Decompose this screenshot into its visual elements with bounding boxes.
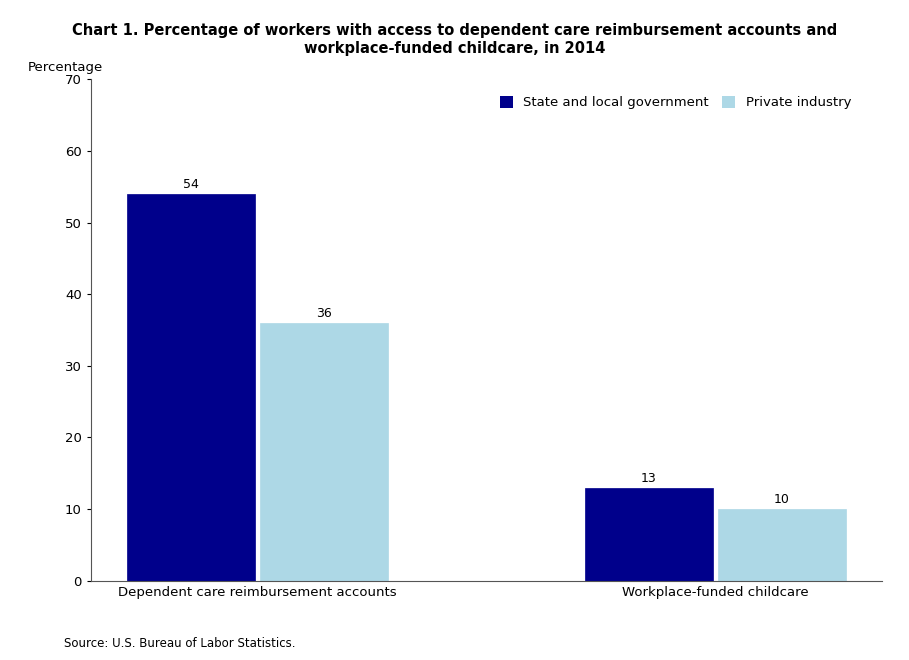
Text: 36: 36 — [316, 307, 332, 320]
Bar — [717, 509, 845, 581]
Legend: State and local government, Private industry: State and local government, Private indu… — [500, 96, 852, 110]
Text: 13: 13 — [641, 472, 656, 485]
Text: Chart 1. Percentage of workers with access to dependent care reimbursement accou: Chart 1. Percentage of workers with acce… — [72, 23, 837, 55]
Bar — [127, 194, 255, 581]
Text: Source: U.S. Bureau of Labor Statistics.: Source: U.S. Bureau of Labor Statistics. — [64, 637, 295, 650]
Bar — [584, 488, 713, 581]
Text: Percentage: Percentage — [27, 61, 103, 74]
Bar — [260, 323, 388, 581]
Text: 10: 10 — [774, 493, 790, 506]
Text: 54: 54 — [183, 178, 199, 191]
